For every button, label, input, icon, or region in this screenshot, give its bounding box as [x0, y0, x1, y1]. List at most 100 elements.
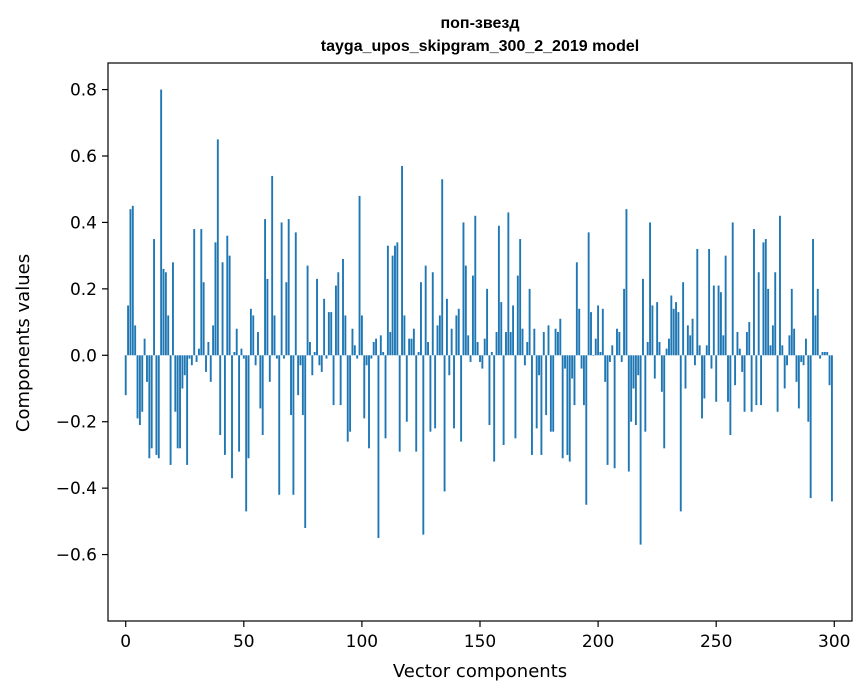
bar-281 [788, 335, 791, 356]
bar-109 [382, 351, 385, 356]
bar-213 [627, 355, 630, 472]
bar-82 [318, 355, 321, 366]
bar-282 [790, 288, 793, 356]
bar-273 [769, 345, 772, 356]
bar-184 [559, 318, 562, 356]
bar-150 [479, 355, 481, 362]
bar-138 [450, 328, 453, 356]
bar-225 [656, 302, 659, 356]
bar-series [124, 89, 833, 545]
bar-242 [696, 249, 699, 356]
bar-234 [677, 312, 680, 356]
bar-121 [410, 338, 413, 356]
bar-193 [580, 355, 583, 369]
bar-140 [455, 315, 458, 356]
bar-69 [287, 219, 290, 356]
bar-76 [304, 355, 307, 528]
bar-22 [176, 355, 179, 449]
bar-0 [124, 355, 127, 396]
bar-293 [816, 288, 819, 356]
x-tick-label: 150 [464, 632, 496, 652]
bar-190 [573, 355, 576, 406]
bar-17 [164, 272, 167, 356]
bar-208 [616, 328, 618, 356]
bar-117 [401, 165, 403, 356]
bar-257 [731, 222, 734, 356]
bar-16 [162, 268, 165, 356]
bar-145 [467, 335, 470, 356]
bar-186 [564, 355, 566, 369]
bar-5 [136, 355, 139, 419]
bar-231 [670, 295, 673, 356]
bar-103 [368, 355, 370, 449]
bar-10 [148, 355, 151, 459]
bar-90 [337, 272, 340, 356]
bar-116 [398, 355, 401, 452]
bar-151 [481, 355, 484, 369]
bar-261 [741, 355, 744, 372]
bar-232 [672, 308, 675, 356]
bar-114 [394, 245, 396, 356]
bar-81 [316, 278, 318, 356]
x-tick-label: 50 [233, 632, 255, 652]
bar-160 [502, 355, 505, 445]
bar-52 [247, 355, 250, 459]
bar-250 [715, 355, 718, 402]
bar-202 [601, 308, 604, 356]
bar-298 [828, 355, 831, 386]
bar-155 [490, 351, 493, 356]
bar-118 [403, 315, 406, 356]
bar-44 [228, 255, 231, 356]
chart-title-line1: поп-звезд [440, 15, 519, 32]
bar-50 [242, 355, 245, 359]
bar-32 [200, 229, 203, 356]
bar-98 [356, 355, 359, 359]
bar-62 [271, 175, 274, 356]
bar-249 [712, 285, 715, 356]
y-tick-label: 0.8 [70, 81, 97, 101]
bar-163 [509, 332, 512, 356]
bar-233 [675, 302, 677, 356]
bar-78 [309, 342, 311, 356]
y-tick-label: −0.4 [56, 479, 97, 499]
bar-240 [691, 318, 694, 356]
bar-287 [802, 355, 805, 366]
bar-291 [812, 239, 814, 356]
bar-194 [582, 355, 585, 406]
bar-127 [424, 265, 427, 356]
bar-188 [568, 355, 571, 462]
y-tick-label: 0.0 [70, 346, 97, 366]
bar-244 [701, 355, 703, 419]
bar-56 [257, 332, 259, 356]
bar-224 [653, 355, 656, 379]
bar-12 [153, 239, 155, 356]
bar-176 [540, 355, 543, 455]
bar-264 [748, 322, 751, 356]
bar-173 [533, 328, 536, 356]
bar-275 [774, 272, 777, 356]
bar-253 [722, 335, 725, 356]
bar-158 [497, 225, 500, 356]
bar-175 [538, 355, 540, 376]
bar-156 [493, 355, 496, 462]
bar-84 [323, 298, 326, 356]
y-tick-label: 0.4 [70, 213, 97, 233]
bar-166 [516, 275, 519, 356]
bar-49 [240, 348, 243, 356]
bar-248 [710, 355, 713, 369]
bar-30 [195, 355, 198, 362]
bar-1 [127, 305, 130, 356]
bar-99 [358, 195, 361, 356]
bar-67 [283, 355, 285, 359]
bar-110 [384, 355, 387, 439]
bar-207 [613, 355, 616, 469]
bar-7 [141, 355, 144, 412]
y-tick-label: 0.2 [70, 280, 97, 300]
bar-63 [273, 315, 276, 356]
bar-15 [160, 89, 163, 356]
bar-200 [597, 305, 600, 356]
bar-8 [143, 338, 146, 356]
bar-91 [339, 355, 342, 406]
bar-204 [606, 355, 609, 465]
bar-235 [679, 355, 682, 512]
